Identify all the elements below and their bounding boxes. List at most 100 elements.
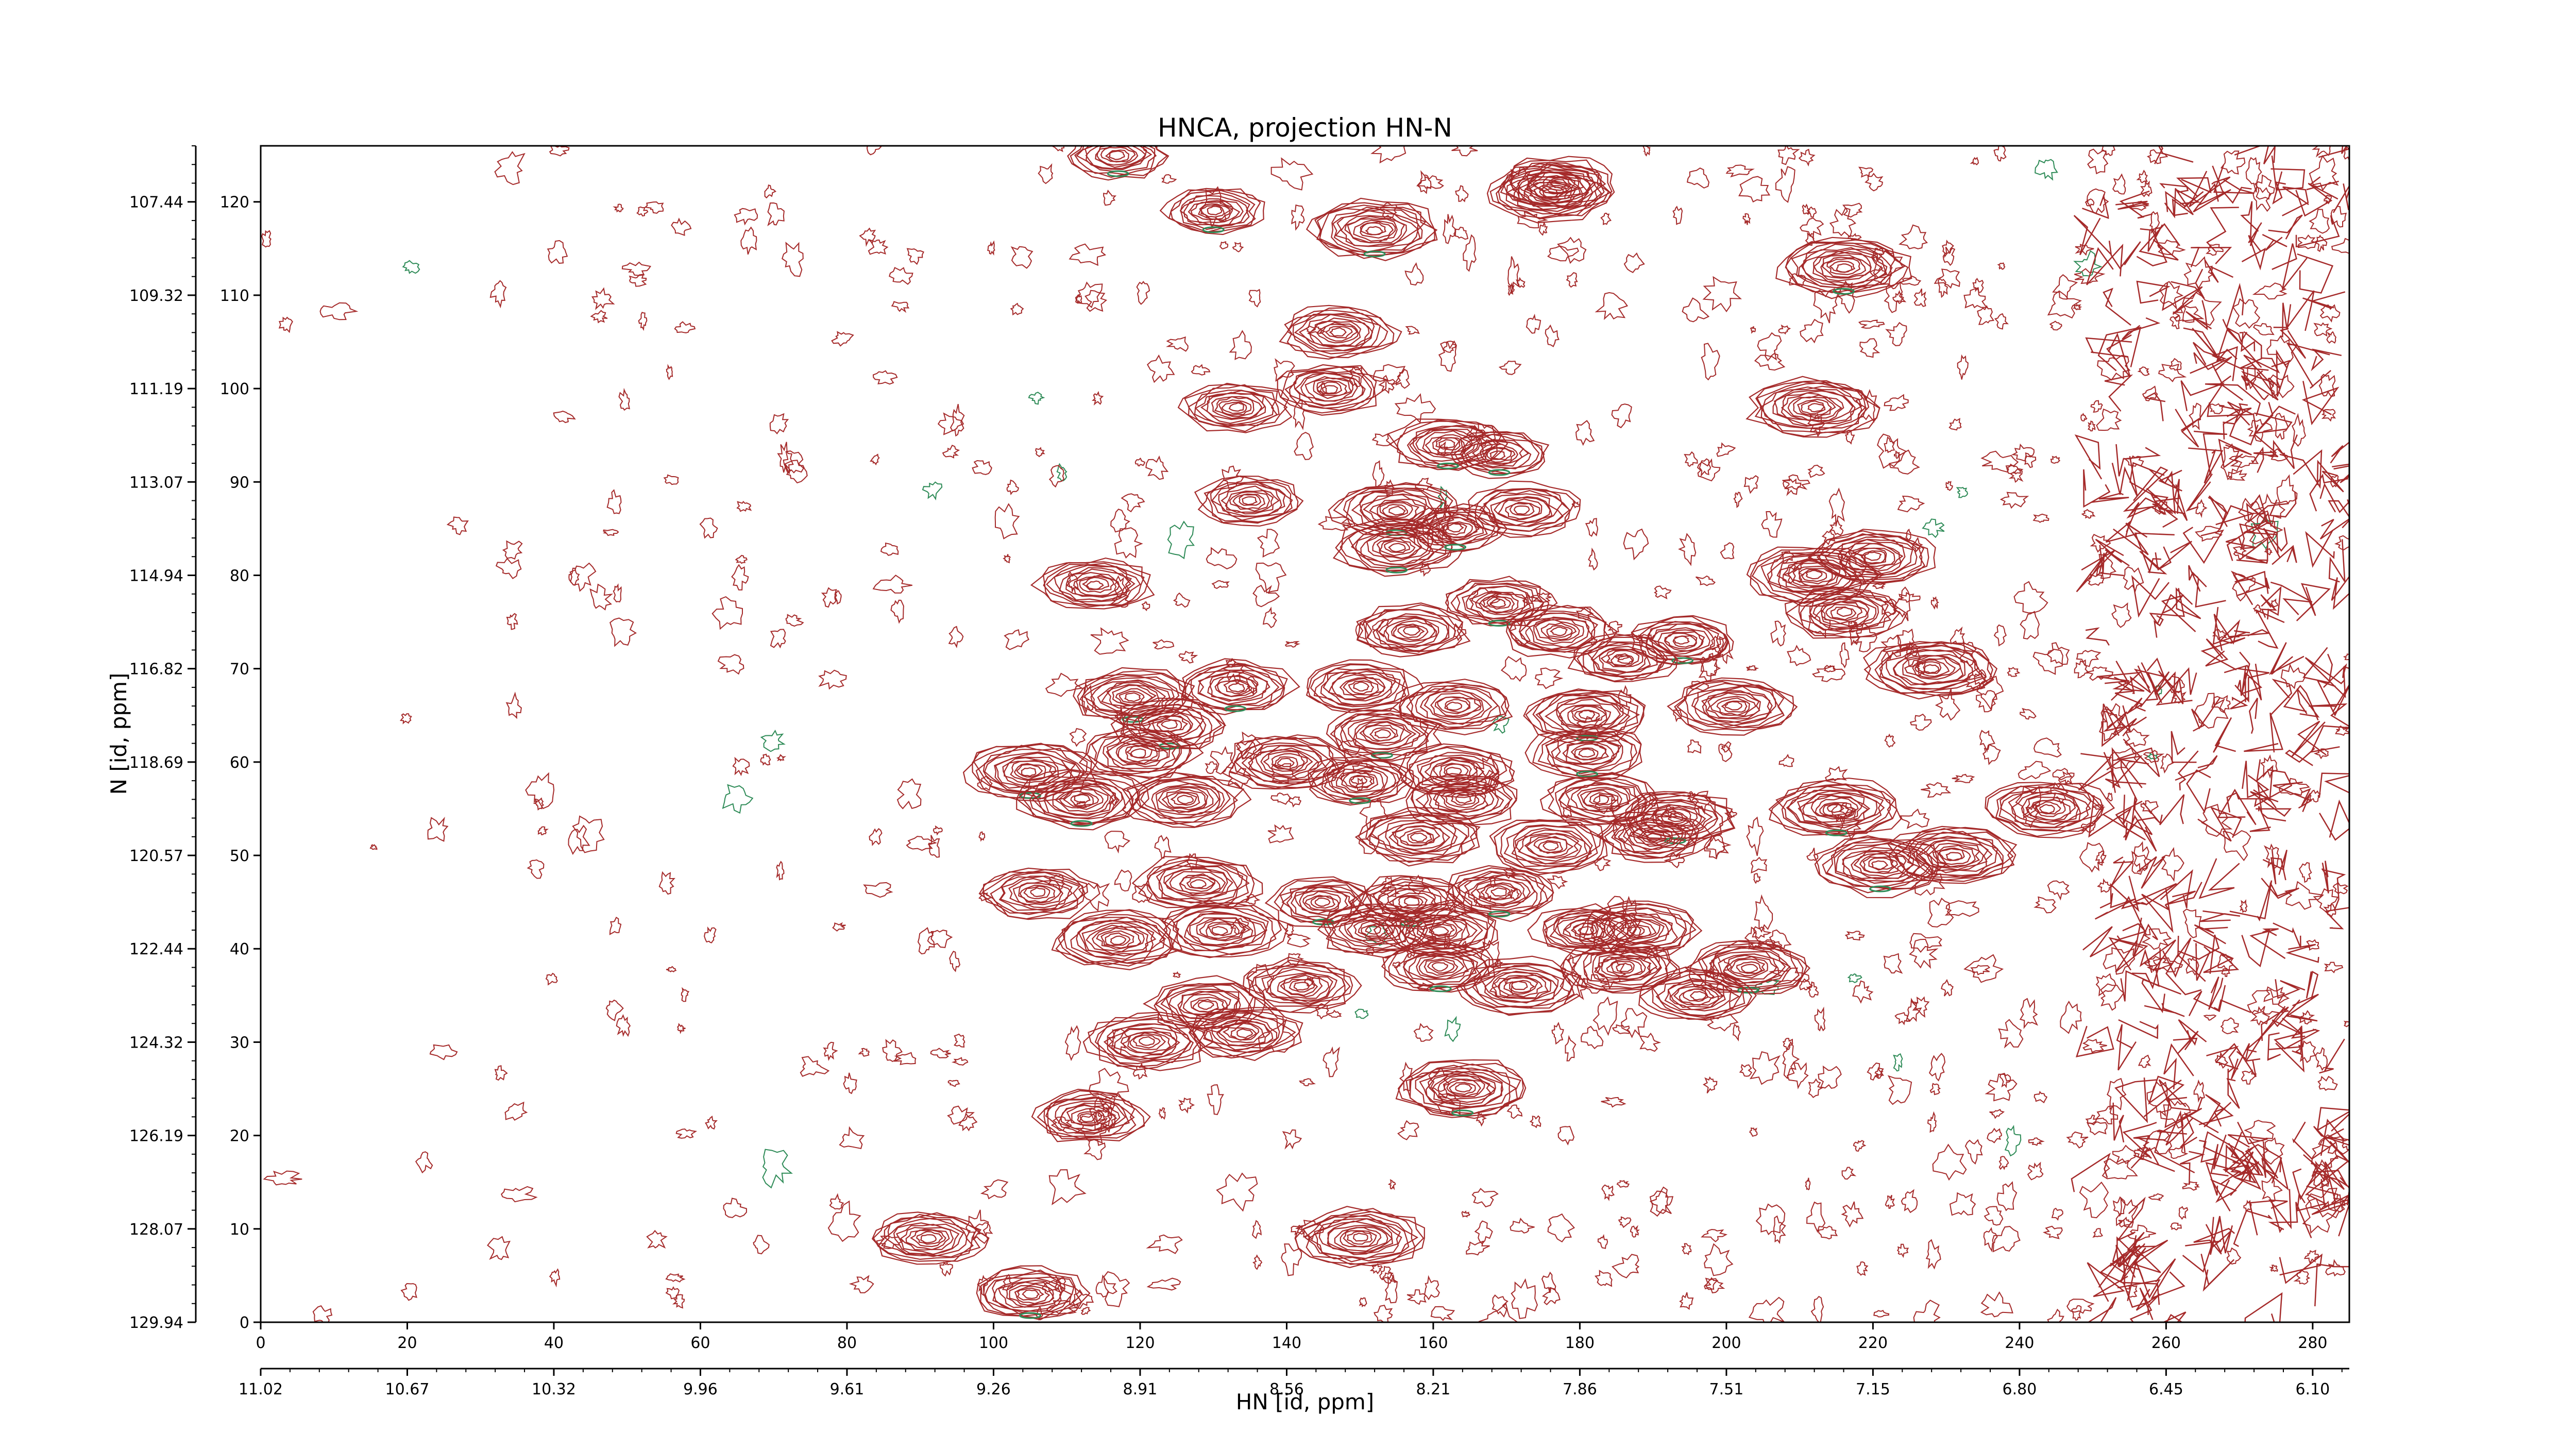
noise-contour — [1941, 240, 1954, 258]
peak-contour — [993, 1277, 1066, 1313]
peak-contour — [978, 867, 1100, 920]
noise-contour — [2208, 495, 2229, 527]
noise-contour — [2149, 211, 2160, 235]
noise-contour — [2194, 924, 2228, 945]
noise-contour — [722, 784, 754, 814]
peak-contour — [1760, 551, 1868, 600]
noise-contour — [665, 1273, 686, 1283]
peak-contour — [1156, 863, 1244, 904]
noise-contour — [770, 629, 786, 649]
noise-contour — [2195, 943, 2211, 981]
peak-contour — [1545, 733, 1633, 774]
noise-contour — [2264, 548, 2273, 555]
noise-contour — [947, 1105, 975, 1125]
noise-contour — [732, 756, 750, 777]
peak-contour — [1864, 551, 1882, 561]
noise-contour — [2310, 725, 2349, 753]
peak-contour — [1079, 576, 1114, 593]
peak-contour — [1527, 169, 1591, 198]
noise-contour — [2157, 541, 2193, 570]
noise-contour — [1588, 547, 1598, 571]
noise-contour — [1474, 1220, 1493, 1245]
noise-contour — [1359, 1297, 1367, 1308]
noise-contour — [2197, 806, 2242, 842]
peak-contour — [1418, 955, 1465, 979]
noise-contour — [1299, 1078, 1316, 1087]
peak-contour — [1110, 935, 1127, 946]
noise-contour — [2252, 187, 2272, 212]
y-tick-label: 10 — [230, 1221, 249, 1239]
noise-contour — [1883, 953, 1903, 974]
peak-contour — [1430, 758, 1485, 785]
peak-contour — [1088, 1014, 1206, 1071]
peak-contour — [1229, 491, 1270, 512]
peak-contour — [1067, 146, 1170, 181]
noise-contour — [1853, 1140, 1867, 1152]
noise-contour — [1842, 203, 1863, 218]
noise-contour — [2136, 170, 2148, 183]
noise-contour — [1811, 665, 1846, 682]
peak-contour — [1724, 701, 1742, 711]
noise-contour — [2272, 171, 2286, 205]
negative-contour — [1869, 885, 1892, 892]
noise-contour — [736, 500, 752, 512]
noise-contour — [2074, 434, 2103, 480]
peak — [976, 1265, 1091, 1321]
noise-contour — [2226, 521, 2269, 561]
noise-contour — [2227, 1121, 2268, 1148]
noise-contour — [1672, 206, 1683, 225]
noise-contour — [1945, 481, 1953, 491]
peak-contour — [1542, 176, 1575, 193]
noise-contour — [1678, 533, 1697, 566]
peak-contour — [1163, 868, 1234, 900]
peak — [1177, 382, 1293, 433]
peak-contour — [1409, 1067, 1511, 1115]
peak-contour — [1125, 744, 1158, 763]
noise-contour — [1927, 1111, 1937, 1133]
noise-contour — [2230, 1148, 2264, 1176]
peak-contour — [1664, 631, 1704, 652]
peak-contour — [1740, 964, 1758, 973]
peak-contour — [1486, 596, 1512, 610]
peak-contour — [1313, 1218, 1401, 1259]
noise-contour — [2129, 462, 2165, 498]
noise-contour — [1252, 1254, 1263, 1270]
peak-contour — [1063, 790, 1099, 808]
noise-contour — [2095, 850, 2107, 866]
peak-contour — [1617, 821, 1687, 853]
peak-contour — [1775, 237, 1912, 299]
peak-contour — [1656, 808, 1692, 827]
noise-contour — [1372, 364, 1406, 385]
peak-contour — [1228, 682, 1245, 693]
noise-contour — [2049, 321, 2062, 331]
peak-contour — [997, 1279, 1062, 1308]
noise-contour — [2080, 413, 2088, 422]
noise-contour — [2309, 209, 2330, 234]
noise-contour — [2138, 1054, 2151, 1068]
noise-contour — [1997, 262, 2006, 270]
noise-contour — [1507, 256, 1520, 294]
peak-contour — [1893, 828, 2014, 881]
noise-contour — [606, 489, 622, 514]
noise-contour — [1980, 1291, 2013, 1318]
noise-contour — [2177, 934, 2220, 974]
noise-contour — [2266, 335, 2298, 365]
noise-contour — [2136, 1289, 2160, 1316]
y-ppm-tick-label: 109.32 — [129, 287, 183, 305]
noise-contour — [1941, 979, 1954, 997]
noise-contour — [2219, 384, 2261, 416]
x-tick-label: 100 — [979, 1334, 1008, 1352]
noise-contour — [2275, 413, 2289, 440]
noise-contour — [2323, 903, 2336, 918]
noise-contour — [2090, 533, 2111, 553]
noise-contour — [2202, 1131, 2245, 1165]
peak-contour — [1906, 837, 1998, 877]
noise-contour — [1887, 1075, 1912, 1105]
peak-contour — [1271, 753, 1305, 771]
noise-contour — [2204, 259, 2234, 283]
peak-contour — [1032, 780, 1123, 820]
noise-contour — [1500, 656, 1527, 682]
noise-contour — [502, 540, 523, 560]
noise-contour — [699, 517, 718, 539]
